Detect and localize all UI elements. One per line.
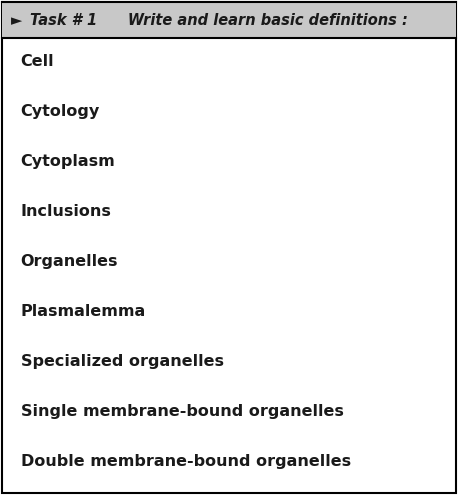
Text: Single membrane-bound organelles: Single membrane-bound organelles	[21, 403, 344, 419]
Text: Cytoplasm: Cytoplasm	[21, 154, 115, 169]
Text: Specialized organelles: Specialized organelles	[21, 354, 224, 369]
Text: Cytology: Cytology	[21, 104, 100, 119]
Text: Inclusions: Inclusions	[21, 204, 111, 219]
Bar	[2, 2, 456, 38]
Text: ►: ►	[11, 13, 23, 28]
Text: Cell: Cell	[21, 54, 54, 69]
Text: Organelles: Organelles	[21, 254, 118, 269]
Text: Plasmalemma: Plasmalemma	[21, 304, 146, 319]
Text: Task # 1      Write and learn basic definitions :: Task # 1 Write and learn basic definitio…	[30, 13, 408, 28]
Text: Double membrane-bound organelles: Double membrane-bound organelles	[21, 453, 351, 469]
